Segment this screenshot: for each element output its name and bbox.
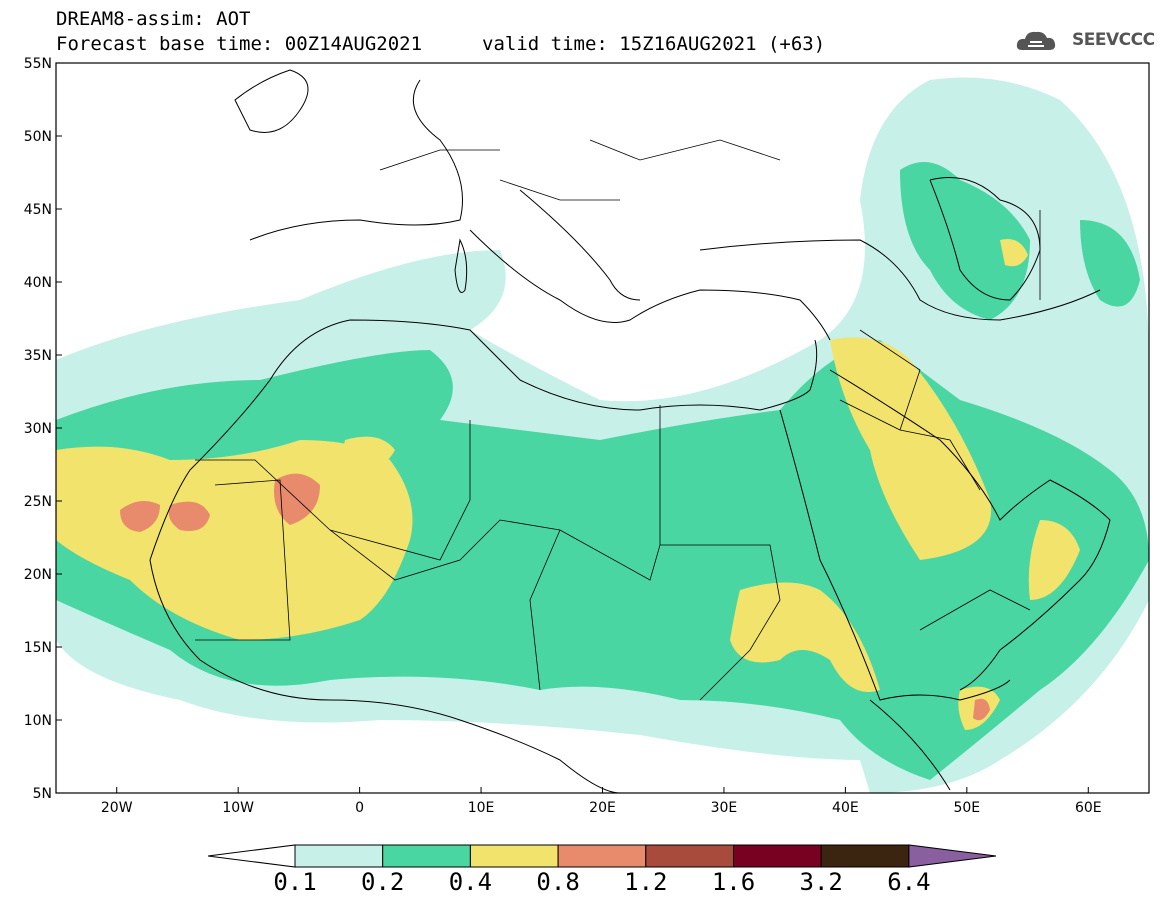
colorbar-label: 0.1 xyxy=(273,868,317,896)
borders xyxy=(195,139,1041,701)
valid-time: valid time: 15Z16AUG2021 (+63) xyxy=(482,33,826,55)
lon-label: 20W xyxy=(101,800,133,816)
forecast-base-time: Forecast base time: 00Z14AUG2021 xyxy=(56,33,423,55)
lon-label: 20E xyxy=(589,800,616,816)
coastlines xyxy=(149,69,1111,793)
colorbar-swatch xyxy=(557,844,647,868)
lat-label: 55N xyxy=(24,56,52,72)
colorbar-label: 0.4 xyxy=(448,868,493,896)
aot-field xyxy=(56,63,1149,793)
cloud-logo-icon xyxy=(1016,31,1056,50)
lat-label: 40N xyxy=(24,275,52,291)
lon-label: 40E xyxy=(832,800,859,816)
lat-label: 45N xyxy=(24,202,52,218)
colorbar-swatch xyxy=(820,844,910,868)
colorbar-swatch xyxy=(294,844,384,868)
lon-label: 10W xyxy=(222,800,254,816)
colorbar-label: 6.4 xyxy=(887,868,931,896)
colorbar-arrow-low xyxy=(207,844,296,868)
colorbar-swatch xyxy=(733,844,822,868)
colorbar-label: 1.2 xyxy=(624,868,668,896)
chart-title: DREAM8-assim: AOT xyxy=(56,8,251,30)
lon-label: 50E xyxy=(953,800,980,816)
lon-label: 60E xyxy=(1075,800,1102,816)
lat-label: 25N xyxy=(24,494,52,510)
lat-label: 50N xyxy=(24,129,52,145)
lon-label: 0 xyxy=(355,800,364,816)
colorbar-label: 0.8 xyxy=(536,868,580,896)
lat-label: 5N xyxy=(33,786,52,802)
colorbar-label: 1.6 xyxy=(711,868,756,896)
logo-text: SEEVCCC xyxy=(1072,30,1155,50)
lon-label: 10E xyxy=(468,800,495,816)
lat-label: 35N xyxy=(24,348,52,364)
longitude-axis: 20W 10W 0 10E 20E 30E 40E 50E 60E xyxy=(101,787,1102,816)
colorbar-swatch xyxy=(469,844,559,868)
lat-label: 15N xyxy=(24,640,52,656)
colorbar-arrow-high xyxy=(908,844,997,868)
lat-label: 10N xyxy=(24,713,52,729)
aot-level-0.8 xyxy=(120,501,160,532)
lat-label: 20N xyxy=(24,567,52,583)
colorbar-label: 0.2 xyxy=(361,868,405,896)
colorbar-swatch xyxy=(645,844,734,868)
lat-label: 30N xyxy=(24,421,52,437)
colorbar xyxy=(207,844,997,868)
aot-level-0.4 xyxy=(56,440,413,640)
colorbar-swatch xyxy=(382,844,471,868)
latitude-axis: 55N 50N 45N 40N 35N 30N 25N 20N 15N 10N 5N xyxy=(24,56,62,802)
lon-label: 30E xyxy=(711,800,738,816)
colorbar-label: 3.2 xyxy=(799,868,843,896)
